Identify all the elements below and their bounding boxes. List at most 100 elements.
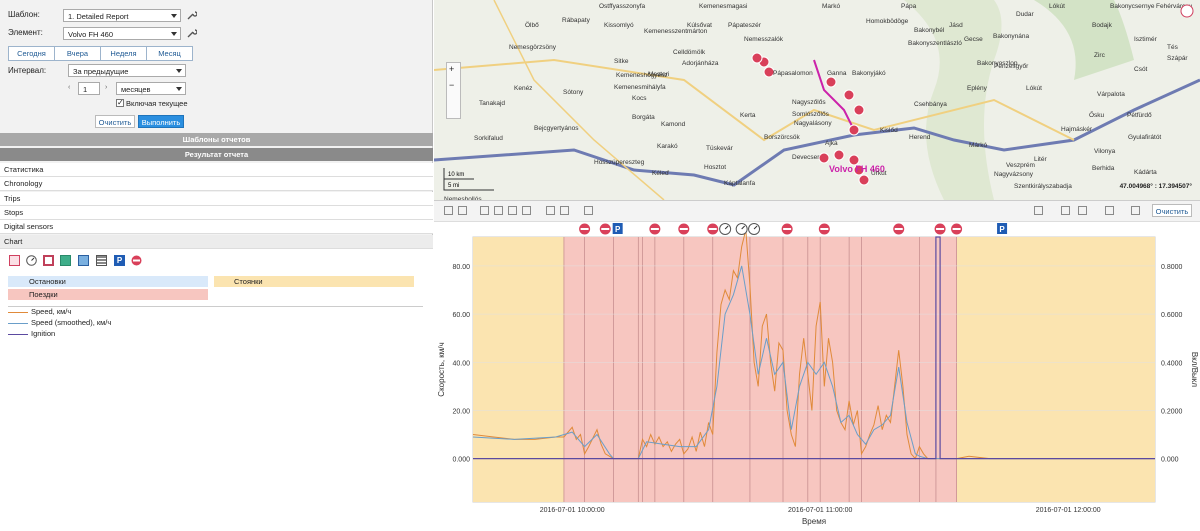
book-icon[interactable] xyxy=(1034,206,1043,215)
wrench-icon[interactable] xyxy=(187,28,197,38)
flag-icon[interactable] xyxy=(60,255,71,266)
stop-icon[interactable] xyxy=(131,255,142,266)
tab-yesterday[interactable]: Вчера xyxy=(54,46,101,61)
map-place-label: Tanakajd xyxy=(479,100,506,107)
film-icon[interactable] xyxy=(96,255,107,266)
fuel-icon[interactable] xyxy=(9,255,20,266)
map-place-label: Szápár xyxy=(1167,55,1188,62)
print-icon[interactable] xyxy=(1131,206,1140,215)
report-panel: Шаблон: 1. Detailed Report Элемент: Volv… xyxy=(0,0,433,531)
stop-marker-bar xyxy=(708,228,717,230)
y2-tick-label: 0.000 xyxy=(1161,457,1179,464)
forest-area xyxy=(904,0,1002,200)
x-tick-label: 2016-07-01 10:00:00 xyxy=(540,507,605,514)
gauge-icon[interactable] xyxy=(26,255,37,266)
map-place-label: Kéleď xyxy=(652,170,670,177)
template-row: Шаблон: xyxy=(8,10,40,19)
chevron-down-icon xyxy=(171,32,177,36)
section-statistics[interactable]: Статистика xyxy=(0,163,433,177)
map-place-label: Várpalota xyxy=(1097,91,1125,98)
image-icon[interactable] xyxy=(78,255,89,266)
map-place-label: Hosztot xyxy=(704,164,727,171)
zoom-out-icon[interactable]: − xyxy=(449,80,455,90)
templates-bar[interactable]: Шаблоны отчетов xyxy=(0,133,433,146)
parking-icon[interactable]: P xyxy=(114,255,125,266)
map-place-label: Kemenesszentmárton xyxy=(644,28,708,35)
trip-band xyxy=(563,237,957,502)
map-place-label: Pápasalomon xyxy=(773,70,813,77)
map-place-label: Kúlsővat xyxy=(687,22,712,29)
y-tick-label: 80.00 xyxy=(452,264,470,271)
include-current-label: Включая текущее xyxy=(126,99,188,108)
section-digital-sensors[interactable]: Digital sensors xyxy=(0,220,433,234)
count-input[interactable]: 1 xyxy=(78,82,100,95)
fit-width-icon[interactable] xyxy=(560,206,569,215)
map-stop-pin xyxy=(858,174,870,186)
map-place-label: Vilonya xyxy=(1094,148,1116,155)
zoom-in-icon[interactable]: + xyxy=(449,64,455,74)
tab-month[interactable]: Месяц xyxy=(146,46,193,61)
speed-smoothed-swatch xyxy=(8,323,28,324)
compass-icon[interactable] xyxy=(1180,4,1194,18)
wrench-icon[interactable] xyxy=(187,10,197,20)
template-label: Шаблон: xyxy=(8,10,40,19)
map-place-label: Ölbő xyxy=(525,22,539,29)
map-place-label: Adorjánháza xyxy=(682,60,719,67)
map-place-label: Kenéz xyxy=(514,85,533,92)
section-trips[interactable]: Trips xyxy=(0,192,433,206)
section-chronology[interactable]: Chronology xyxy=(0,177,433,191)
increment-arrow-icon[interactable]: › xyxy=(105,84,108,91)
zoom-y-icon[interactable] xyxy=(494,206,503,215)
coordinates-readout: 47.004968° : 17.394507° xyxy=(1119,183,1192,190)
clear-button[interactable]: Очистить xyxy=(95,115,135,128)
select-icon[interactable] xyxy=(444,206,453,215)
legend-speed: Speed, км/ч xyxy=(31,307,72,316)
pdf-icon[interactable] xyxy=(1061,206,1070,215)
y2-tick-label: 0.2000 xyxy=(1161,408,1183,415)
template-select[interactable]: 1. Detailed Report xyxy=(63,9,181,22)
map-stop-pin xyxy=(853,104,865,116)
tab-week[interactable]: Неделя xyxy=(100,46,147,61)
pan-icon[interactable] xyxy=(458,206,467,215)
chart-options-panel: P Остановки Стоянки Поездки Speed, км/ч … xyxy=(0,249,433,531)
zoom-box-icon[interactable] xyxy=(480,206,489,215)
map-place-label: Csehbánya xyxy=(914,101,947,108)
decrement-arrow-icon[interactable]: ‹ xyxy=(68,84,71,91)
map-place-label: Hosszúpereszteg xyxy=(594,159,645,166)
excel-icon[interactable] xyxy=(1078,206,1087,215)
y-axis-label: Скорость, км/ч xyxy=(437,342,446,396)
map-stop-pin xyxy=(818,152,830,164)
map-place-label: Lókút xyxy=(1026,85,1042,92)
map-place-label: Pápateszér xyxy=(728,22,761,29)
door-icon[interactable] xyxy=(43,255,54,266)
speed-chart[interactable]: 0.000 20.00 40.00 60.00 80.00 0.000 0.2000 0.40… xyxy=(434,221,1200,531)
run-button[interactable]: Выполнить xyxy=(138,115,184,128)
map-place-label: Ganna xyxy=(827,70,847,77)
section-chart[interactable]: Chart xyxy=(0,235,433,249)
layers-icon[interactable] xyxy=(546,206,555,215)
include-current-checkbox[interactable]: ✓ xyxy=(116,98,124,107)
interval-select[interactable]: За предыдущие xyxy=(68,64,186,77)
map-place-label: Rábapaty xyxy=(562,17,590,24)
section-stops[interactable]: Stops xyxy=(0,206,433,220)
map-view[interactable]: Volvo FH 460 10 km 5 mi Ostffyasszonyfa K… xyxy=(434,0,1200,200)
map-place-label: Bakonynána xyxy=(993,33,1030,40)
zoom-control[interactable] xyxy=(446,62,461,119)
x-tick-label: 2016-07-01 12:00:00 xyxy=(1036,507,1101,514)
export-icon[interactable] xyxy=(1105,206,1114,215)
map-place-label: Nemesgörzsöny xyxy=(509,44,556,51)
map-place-label: Zirc xyxy=(1094,52,1105,59)
map-place-label: Bakonybél xyxy=(914,27,945,34)
element-select[interactable]: Volvo FH 460 xyxy=(63,27,181,40)
chart-toolbar: Очистить xyxy=(434,200,1200,222)
map-place-label: Borgáta xyxy=(632,114,655,121)
parkings-swatch xyxy=(214,276,414,287)
zoom-out-icon[interactable] xyxy=(522,206,531,215)
unit-select[interactable]: месяцев xyxy=(116,82,186,95)
gauge-marker xyxy=(735,223,748,235)
toolbar-clear-button[interactable]: Очистить xyxy=(1152,204,1192,217)
zoom-in-icon[interactable] xyxy=(508,206,517,215)
tab-today[interactable]: Сегодня xyxy=(8,46,55,61)
map-place-label: Hajmáskér xyxy=(1061,126,1093,133)
close-icon[interactable] xyxy=(584,206,593,215)
